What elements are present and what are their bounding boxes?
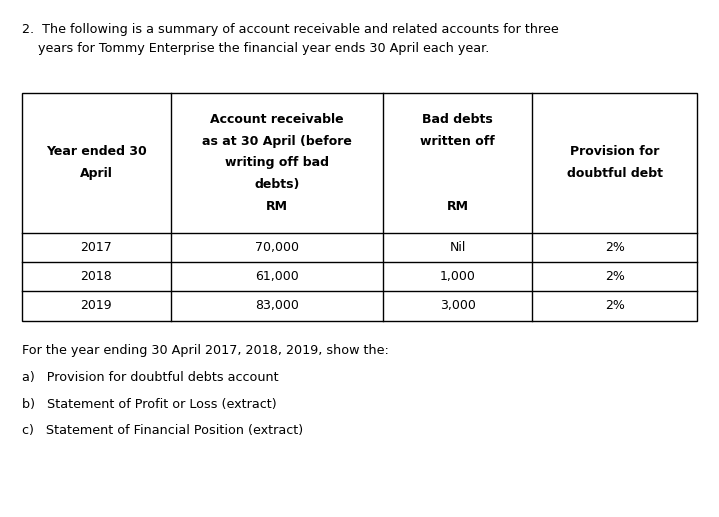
Text: 2019: 2019: [81, 299, 112, 312]
Text: For the year ending 30 April 2017, 2018, 2019, show the:: For the year ending 30 April 2017, 2018,…: [22, 344, 388, 357]
Text: 2017: 2017: [81, 241, 112, 254]
Text: years for Tommy Enterprise the financial year ends 30 April each year.: years for Tommy Enterprise the financial…: [22, 42, 489, 55]
Text: 2%: 2%: [605, 241, 625, 254]
Text: a)   Provision for doubtful debts account: a) Provision for doubtful debts account: [22, 371, 278, 384]
Text: b)   Statement of Profit or Loss (extract): b) Statement of Profit or Loss (extract): [22, 398, 276, 410]
Text: as at 30 April (before: as at 30 April (before: [202, 134, 352, 148]
Text: 1,000: 1,000: [440, 270, 476, 283]
Text: written off: written off: [421, 134, 495, 148]
Text: doubtful debt: doubtful debt: [567, 167, 663, 180]
Text: writing off bad: writing off bad: [225, 156, 329, 170]
Text: 3,000: 3,000: [440, 299, 476, 312]
Text: debts): debts): [255, 178, 300, 191]
Text: RM: RM: [446, 200, 469, 213]
Text: 83,000: 83,000: [255, 299, 299, 312]
Text: 2%: 2%: [605, 299, 625, 312]
Text: Account receivable: Account receivable: [210, 113, 344, 126]
Text: 2%: 2%: [605, 270, 625, 283]
Text: 61,000: 61,000: [255, 270, 299, 283]
Text: Provision for: Provision for: [570, 145, 659, 159]
Text: 70,000: 70,000: [255, 241, 299, 254]
Text: RM: RM: [266, 200, 288, 213]
Text: April: April: [80, 167, 113, 180]
Text: 2.  The following is a summary of account receivable and related accounts for th: 2. The following is a summary of account…: [22, 23, 559, 36]
Text: Year ended 30: Year ended 30: [46, 145, 147, 159]
Text: Nil: Nil: [449, 241, 466, 254]
Text: 2018: 2018: [81, 270, 112, 283]
Text: Bad debts: Bad debts: [422, 113, 493, 126]
Text: c)   Statement of Financial Position (extract): c) Statement of Financial Position (extr…: [22, 424, 303, 437]
